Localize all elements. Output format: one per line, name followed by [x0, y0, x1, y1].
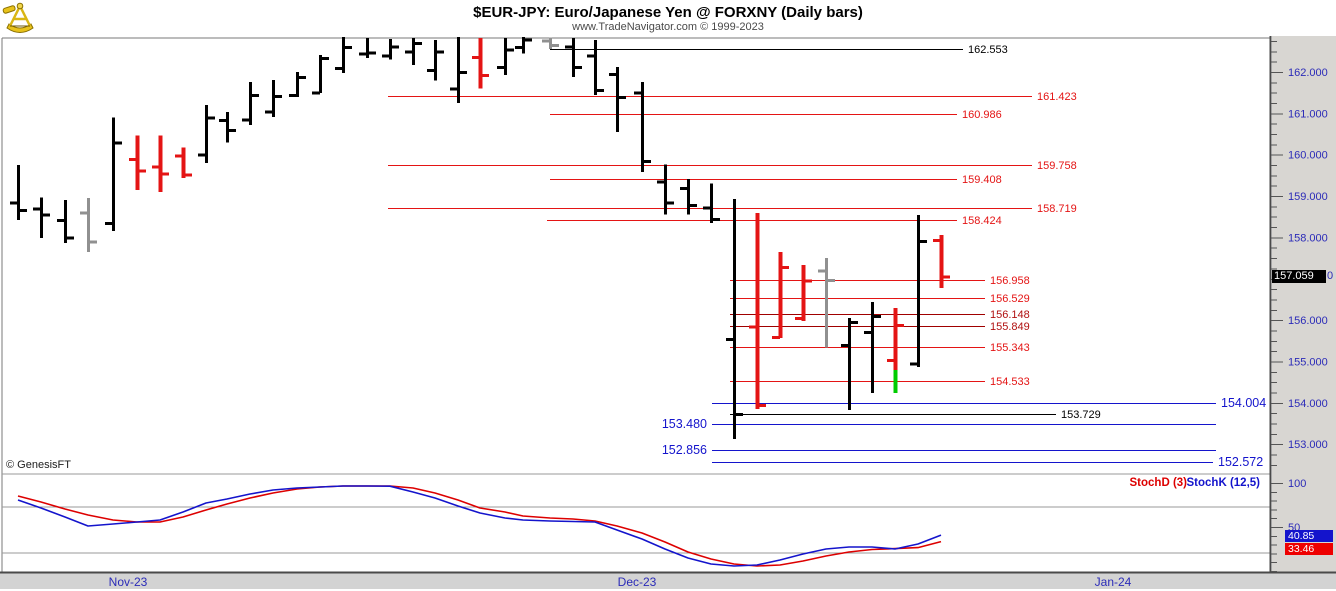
level-label: 159.408	[962, 174, 1002, 186]
price-axis-label: 160.000	[1288, 150, 1328, 162]
date-label: Nov-23	[109, 575, 148, 589]
date-label: Jan-24	[1095, 575, 1132, 589]
level-label: 153.480	[662, 417, 707, 431]
level-label: 158.719	[1037, 203, 1077, 215]
level-label: 152.856	[662, 443, 707, 457]
price-axis-label: 161.000	[1288, 108, 1328, 120]
level-label: 154.004	[1221, 396, 1266, 410]
level-label: 155.849	[990, 321, 1030, 333]
price-axis-label: 155.000	[1288, 356, 1328, 368]
level-label: 152.572	[1218, 455, 1263, 469]
price-axis-label: 162.000	[1288, 67, 1328, 79]
genesis-watermark: © GenesisFT	[6, 459, 71, 471]
level-label: 158.424	[962, 215, 1002, 227]
price-axis-label: 158.000	[1288, 232, 1328, 244]
stochk-value-box: 40.85	[1285, 530, 1333, 542]
trade-navigator-logo	[2, 2, 34, 33]
covered-axis-digit: 0	[1327, 270, 1334, 282]
level-label: 156.148	[990, 309, 1030, 321]
price-axis-label: 156.000	[1288, 315, 1328, 327]
stoch-axis-label: 100	[1288, 478, 1306, 490]
page-title: $EUR-JPY: Euro/Japanese Yen @ FORXNY (Da…	[473, 4, 863, 21]
level-label: 155.343	[990, 342, 1030, 354]
date-axis-band	[0, 573, 1336, 589]
price-axis-label: 153.000	[1288, 439, 1328, 451]
price-axis-label: 154.000	[1288, 398, 1328, 410]
level-label: 153.729	[1061, 409, 1101, 421]
stochd-value-box: 33.46	[1285, 542, 1333, 555]
stochd-legend: StochD (3)	[1129, 477, 1188, 489]
current-price-box: 157.059	[1272, 270, 1326, 283]
level-label: 161.423	[1037, 91, 1077, 103]
level-label: 160.986	[962, 109, 1002, 121]
level-label: 162.553	[968, 44, 1008, 56]
level-label: 154.533	[990, 376, 1030, 388]
date-label: Dec-23	[618, 575, 657, 589]
level-label: 156.958	[990, 275, 1030, 287]
page-subtitle: www.TradeNavigator.com © 1999-2023	[572, 21, 764, 33]
price-axis-label: 159.000	[1288, 191, 1328, 203]
level-label: 156.529	[990, 293, 1030, 305]
level-label: 159.758	[1037, 160, 1077, 172]
stochk-line	[17, 485, 942, 567]
stochd-line	[17, 485, 942, 567]
stochk-legend: StochK (12,5)	[1186, 477, 1261, 489]
